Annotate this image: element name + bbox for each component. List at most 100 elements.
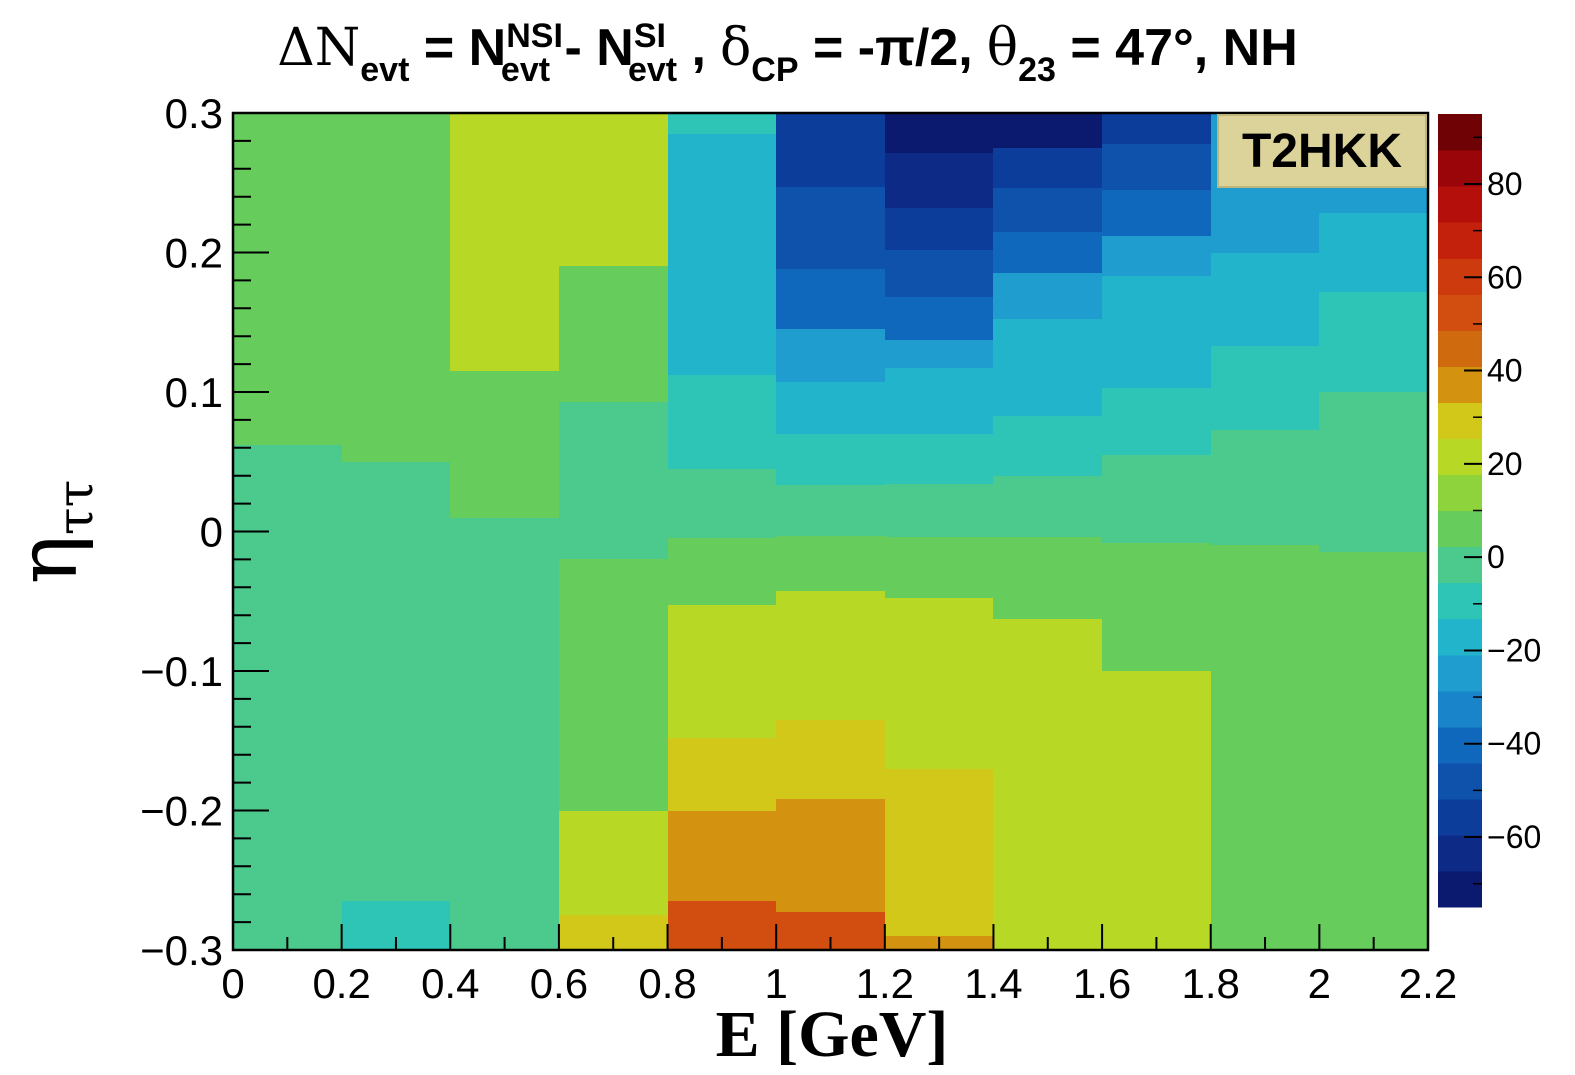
title-sup-nsi: NSI bbox=[506, 17, 563, 55]
title-sub-23: 23 bbox=[1018, 51, 1056, 89]
heatmap-cell bbox=[885, 434, 993, 484]
palette-swatch bbox=[1438, 330, 1482, 367]
heatmap-cell bbox=[885, 769, 993, 936]
palette-tick-label: 40 bbox=[1487, 353, 1523, 389]
heatmap-cell bbox=[450, 113, 559, 371]
title-delta-cp: δ bbox=[719, 18, 752, 78]
heatmap-cell bbox=[993, 148, 1102, 188]
heatmap-cell bbox=[993, 476, 1102, 537]
y-axis: −0.3 −0.2 −0.1 0 0.1 0.2 0.3 bbox=[140, 90, 269, 974]
palette-swatch bbox=[1438, 474, 1482, 512]
heatmap-cell bbox=[668, 811, 776, 901]
palette-swatch bbox=[1438, 510, 1482, 548]
title-eq: = N bbox=[409, 19, 507, 77]
heatmap-cell bbox=[668, 671, 776, 738]
heatmap-cell bbox=[1211, 545, 1319, 950]
palette-swatch bbox=[1438, 618, 1482, 656]
heatmap-cell bbox=[668, 134, 776, 375]
heatmap-cell bbox=[993, 319, 1102, 416]
heatmap-cell bbox=[1102, 113, 1211, 144]
heatmap-cell bbox=[993, 738, 1102, 950]
palette-tick-label: 20 bbox=[1487, 446, 1523, 482]
heatmap-cell bbox=[885, 537, 993, 598]
heatmap-cell bbox=[1211, 430, 1319, 545]
heatmap-cell bbox=[776, 382, 885, 434]
heatmap-cell bbox=[1102, 388, 1211, 455]
heatmap-cell bbox=[885, 368, 993, 434]
x-tick-label: 0.4 bbox=[421, 960, 479, 1007]
heatmap-cell bbox=[1319, 213, 1428, 292]
color-palette: −60 −40 −20 0 20 40 60 80 bbox=[1438, 114, 1541, 908]
x-tick-label: 0 bbox=[221, 960, 244, 1007]
heatmap-cell bbox=[993, 188, 1102, 232]
heatmap-cell bbox=[1211, 253, 1319, 346]
heatmap-cell bbox=[776, 720, 885, 799]
heatmap-cell bbox=[668, 113, 776, 134]
heatmap-cell bbox=[885, 671, 993, 769]
heatmap-cell bbox=[885, 297, 993, 340]
heatmap-cell bbox=[1211, 346, 1319, 430]
y-tick-label: −0.1 bbox=[140, 648, 223, 695]
title-sub-evt: evt bbox=[627, 51, 678, 89]
title-sub-cp: CP bbox=[751, 51, 799, 89]
y-tick-label: 0 bbox=[200, 509, 223, 556]
heatmap-cell bbox=[342, 113, 450, 462]
heatmap-cell bbox=[559, 559, 668, 706]
title-rest: = 47°, NH bbox=[1055, 19, 1298, 77]
heatmap-cell bbox=[885, 484, 993, 537]
heatmap-cell bbox=[776, 269, 885, 329]
heatmap-cell bbox=[993, 113, 1102, 148]
heatmap-cell bbox=[559, 172, 668, 266]
palette-tick-label: −20 bbox=[1487, 632, 1541, 668]
palette-swatch bbox=[1438, 294, 1482, 331]
heatmap-cell bbox=[668, 738, 776, 811]
heatmap-cell bbox=[233, 113, 342, 445]
palette-swatch bbox=[1438, 870, 1482, 908]
heatmap-cell bbox=[1102, 543, 1211, 671]
heatmap-cell bbox=[668, 469, 776, 538]
heatmap-cells bbox=[233, 113, 1428, 950]
heatmap-cell bbox=[885, 113, 993, 153]
palette-swatch bbox=[1438, 402, 1482, 440]
title-delta: ΔN bbox=[277, 18, 361, 78]
title-theta: θ bbox=[986, 18, 1019, 78]
heatmap-cell bbox=[1211, 213, 1319, 253]
heatmap-cell bbox=[342, 462, 450, 901]
heatmap-cell bbox=[1102, 190, 1211, 236]
x-tick-label: 0.8 bbox=[638, 960, 696, 1007]
heatmap-cell bbox=[1102, 144, 1211, 190]
palette-swatch bbox=[1438, 114, 1482, 151]
palette-tick-label: 80 bbox=[1487, 166, 1523, 202]
heatmap-cell bbox=[559, 113, 668, 172]
heatmap-cell bbox=[1102, 455, 1211, 543]
palette-swatch bbox=[1438, 366, 1482, 403]
heatmap-cell bbox=[776, 187, 885, 269]
heatmap-cell bbox=[668, 605, 776, 671]
heatmap-cell bbox=[776, 485, 885, 536]
title-sub-evt: evt bbox=[360, 51, 410, 89]
x-axis-title: E [GeV] bbox=[716, 998, 949, 1071]
heatmap-cell bbox=[885, 250, 993, 297]
palette-swatch bbox=[1438, 582, 1482, 620]
heatmap-cell bbox=[776, 653, 885, 720]
heatmap-cell bbox=[668, 375, 776, 469]
heatmap-cell bbox=[993, 537, 1102, 619]
palette-swatch bbox=[1438, 726, 1482, 764]
title-minus: - N bbox=[550, 19, 634, 77]
y-axis-title: ηττ bbox=[1, 480, 104, 584]
palette-swatch bbox=[1438, 690, 1482, 728]
palette-tick-label: −40 bbox=[1487, 726, 1541, 762]
palette-swatch bbox=[1438, 762, 1482, 800]
y-tick-label: 0.3 bbox=[165, 90, 223, 137]
heatmap-cell bbox=[668, 538, 776, 605]
palette-tick-label: −60 bbox=[1487, 819, 1541, 855]
palette-swatch bbox=[1438, 150, 1482, 187]
heatmap-cell bbox=[450, 518, 559, 950]
x-tick-label: 0.6 bbox=[530, 960, 588, 1007]
heatmap-cell bbox=[993, 619, 1102, 738]
y-axis-title: ηττ bbox=[1, 480, 104, 584]
experiment-badge: T2HKK bbox=[1217, 114, 1427, 188]
y-tick-label: −0.2 bbox=[140, 788, 223, 835]
x-tick-label: 1.4 bbox=[964, 960, 1022, 1007]
